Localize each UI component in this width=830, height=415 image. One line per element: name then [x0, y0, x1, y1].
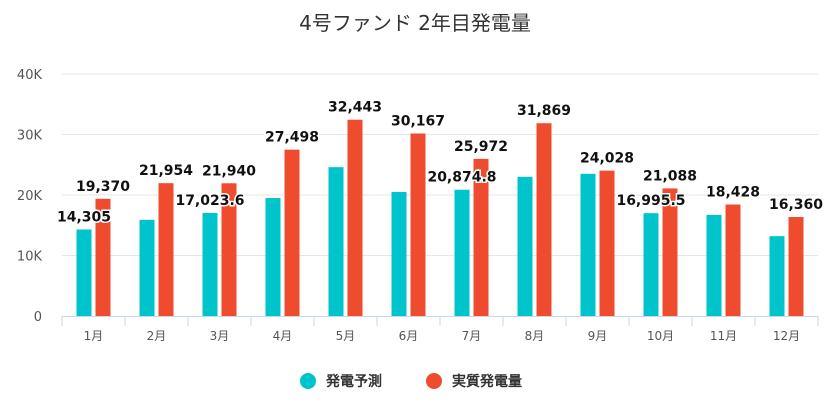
legend-item[interactable]: 実質発電量	[426, 373, 522, 390]
x-tick-label: 2月	[147, 329, 167, 343]
data-label: 32,443	[328, 100, 382, 116]
data-label: 14,305	[57, 209, 111, 225]
bar-actual[interactable]	[536, 123, 552, 316]
y-tick-label: 40K	[17, 68, 43, 83]
bar-forecast[interactable]	[769, 236, 785, 316]
x-tick-label: 8月	[525, 329, 545, 343]
x-tick-label: 11月	[710, 329, 737, 343]
data-label: 21,088	[643, 168, 697, 184]
data-label: 20,874.8	[427, 170, 496, 186]
y-tick-label: 20K	[17, 189, 43, 204]
bar-actual[interactable]	[725, 204, 741, 316]
bar-forecast[interactable]	[139, 219, 155, 316]
chart-title: 4号ファンド 2年目発電量	[299, 11, 531, 35]
x-tick-label: 5月	[336, 329, 356, 343]
data-label: 31,869	[517, 103, 571, 119]
y-tick-label: 30K	[17, 129, 43, 144]
y-tick-label: 0	[34, 310, 42, 325]
data-label: 24,028	[580, 151, 634, 167]
legend-label: 実質発電量	[452, 373, 522, 390]
x-tick-label: 12月	[773, 329, 800, 343]
bar-forecast[interactable]	[328, 167, 344, 316]
bar-actual[interactable]	[221, 183, 237, 316]
data-label: 21,940	[202, 163, 256, 179]
bar-actual[interactable]	[410, 133, 426, 316]
data-label: 17,023.6	[175, 193, 244, 209]
bar-actual[interactable]	[788, 217, 804, 316]
bar-actual[interactable]	[599, 170, 615, 316]
data-label: 25,972	[454, 139, 508, 155]
bar-forecast[interactable]	[391, 191, 407, 316]
y-tick-label: 10K	[17, 250, 43, 265]
bar-actual[interactable]	[473, 158, 489, 316]
legend-marker-icon	[426, 373, 442, 389]
data-label: 30,167	[391, 113, 445, 129]
bar-forecast[interactable]	[202, 213, 218, 316]
legend-item[interactable]: 発電予測	[300, 373, 382, 390]
bar-forecast[interactable]	[454, 189, 470, 316]
x-tick-label: 4月	[273, 329, 293, 343]
bar-forecast[interactable]	[706, 214, 722, 316]
data-label: 21,954	[139, 163, 193, 179]
legend-marker-icon	[300, 373, 316, 389]
x-tick-label: 3月	[210, 329, 230, 343]
legend-label: 発電予測	[325, 373, 382, 390]
data-label: 16,995.5	[616, 193, 685, 209]
bar-forecast[interactable]	[580, 173, 596, 316]
bar-actual[interactable]	[347, 119, 363, 316]
bar-actual[interactable]	[284, 149, 300, 316]
x-tick-label: 7月	[462, 329, 482, 343]
bar-forecast[interactable]	[517, 176, 533, 316]
bar-actual[interactable]	[95, 198, 111, 316]
bar-actual[interactable]	[158, 183, 174, 316]
bar-forecast[interactable]	[643, 213, 659, 316]
x-tick-label: 1月	[84, 329, 104, 343]
data-label: 19,370	[76, 179, 130, 195]
bar-actual[interactable]	[662, 188, 678, 316]
bar-forecast[interactable]	[76, 229, 92, 316]
x-tick-label: 6月	[399, 329, 419, 343]
x-tick-label: 9月	[588, 329, 608, 343]
x-tick-label: 10月	[647, 329, 674, 343]
data-label: 16,360	[769, 197, 823, 213]
data-label: 27,498	[265, 130, 319, 146]
data-label: 18,428	[706, 185, 760, 201]
bar-forecast[interactable]	[265, 198, 281, 316]
